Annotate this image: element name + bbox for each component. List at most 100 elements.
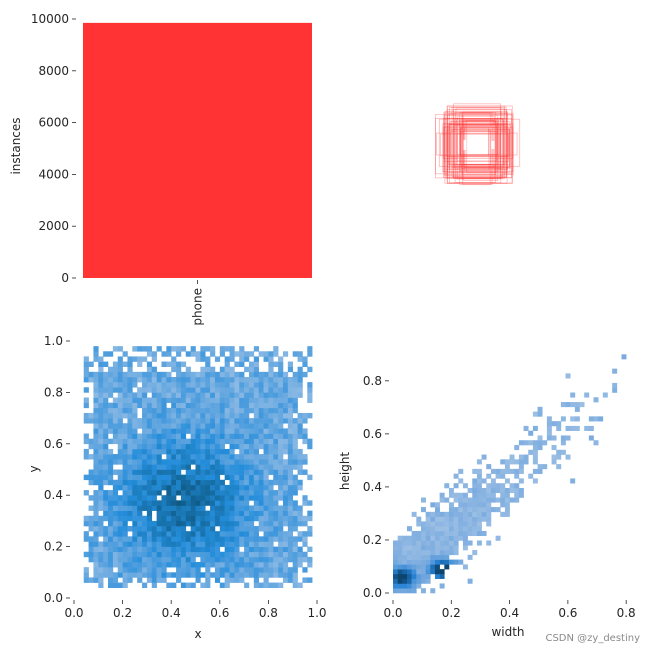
heatmap-cell <box>205 495 211 501</box>
heatmap-cell <box>234 515 240 522</box>
heatmap-cell <box>439 526 445 532</box>
heatmap-cell <box>93 536 99 542</box>
heatmap-cell <box>98 356 104 362</box>
heatmap-cell <box>200 392 206 398</box>
heatmap-cell <box>190 510 196 517</box>
heatmap-cell <box>88 479 94 486</box>
heatmap-cell <box>214 556 221 563</box>
heatmap-cell <box>214 402 221 409</box>
heatmap-cell <box>234 412 240 419</box>
heatmap-cell <box>278 556 284 563</box>
heatmap-cell <box>253 541 259 547</box>
bounding-box <box>442 123 514 173</box>
heatmap-cell <box>214 407 221 414</box>
heatmap-cell <box>229 412 235 419</box>
heatmap-cell <box>210 469 216 475</box>
heatmap-cell <box>239 454 245 460</box>
heatmap-cell <box>219 541 225 547</box>
heatmap-cell <box>98 448 104 455</box>
heatmap-cell <box>127 526 133 532</box>
heatmap-cell <box>570 416 576 422</box>
heatmap-cell <box>307 392 313 398</box>
heatmap-cell <box>200 438 206 445</box>
heatmap-cell <box>416 564 422 570</box>
heatmap-cell <box>103 546 109 553</box>
heatmap-cell <box>224 505 230 511</box>
heatmap-cell <box>88 454 94 460</box>
heatmap-cell <box>307 515 313 522</box>
heatmap-cell <box>253 562 259 568</box>
heatmap-cell <box>453 511 459 517</box>
heatmap-cell <box>83 448 89 455</box>
heatmap-cell <box>98 567 104 573</box>
heatmap-cell <box>156 490 162 496</box>
heatmap-cell <box>171 402 177 409</box>
heatmap-cell <box>268 412 274 419</box>
heatmap-cell <box>278 454 284 460</box>
heatmap-cell <box>210 479 216 486</box>
y-tick-label: 0.0 <box>44 591 63 605</box>
heatmap-cell <box>132 474 138 481</box>
heatmap-cell <box>156 562 162 568</box>
heatmap-cell <box>486 492 492 498</box>
heatmap-cell <box>546 421 552 427</box>
heatmap-cell <box>88 469 94 475</box>
heatmap-cell <box>287 412 293 419</box>
heatmap-cell <box>239 371 245 378</box>
heatmap-cell <box>420 588 426 594</box>
heatmap-cell <box>490 483 496 489</box>
heatmap-cell <box>88 541 94 547</box>
heatmap-cell <box>127 433 133 439</box>
heatmap-cell <box>263 490 269 496</box>
heatmap-cell <box>161 382 167 388</box>
heatmap-cell <box>214 541 221 547</box>
heatmap-cell <box>214 474 221 481</box>
heatmap-cell <box>481 516 487 522</box>
heatmap-cell <box>180 407 187 414</box>
heatmap-cell <box>151 505 157 511</box>
heatmap-cell <box>219 407 225 414</box>
heatmap-cell <box>574 416 580 422</box>
bounding-box <box>460 131 497 167</box>
heatmap-cell <box>200 526 206 532</box>
heatmap-cell <box>93 356 99 362</box>
heatmap-cell <box>122 397 128 403</box>
heatmap-cell <box>93 371 99 378</box>
heatmap-cell <box>200 572 206 578</box>
heatmap-cell <box>273 387 279 393</box>
heatmap-cell <box>98 515 104 522</box>
heatmap-cell <box>282 459 289 465</box>
heatmap-cell <box>263 469 269 475</box>
heatmap-cell <box>185 402 191 409</box>
heatmap-cell <box>200 556 206 563</box>
heatmap-cell <box>108 469 114 475</box>
heatmap-cell <box>112 495 119 501</box>
heatmap-cell <box>486 464 492 470</box>
heatmap-cell <box>248 469 255 475</box>
heatmap-cell <box>239 428 245 434</box>
heatmap-cell <box>205 392 211 398</box>
heatmap-cell <box>292 459 298 465</box>
heatmap-cell <box>258 541 264 547</box>
heatmap-cell <box>430 535 436 541</box>
heatmap-cell <box>268 382 274 388</box>
heatmap-cell <box>234 541 240 547</box>
heatmap-cell <box>210 464 216 470</box>
heatmap-cell <box>161 479 167 486</box>
heatmap-cell <box>278 510 284 517</box>
heatmap-cell <box>244 479 250 486</box>
heatmap-cell <box>523 459 529 465</box>
heatmap-cell <box>297 479 303 486</box>
heatmap-cell <box>219 448 225 455</box>
heatmap-cell <box>263 382 269 388</box>
heatmap-cell <box>278 423 284 429</box>
heatmap-cell <box>108 438 114 445</box>
instances-y-axis-label: instances <box>9 117 23 174</box>
heatmap-cell <box>253 567 259 573</box>
heatmap-cell <box>287 551 293 558</box>
heatmap-cell <box>234 562 240 568</box>
heatmap-cell <box>176 567 182 573</box>
heatmap-cell <box>490 497 496 503</box>
heatmap-cell <box>481 507 487 513</box>
heatmap-cell <box>239 495 245 501</box>
